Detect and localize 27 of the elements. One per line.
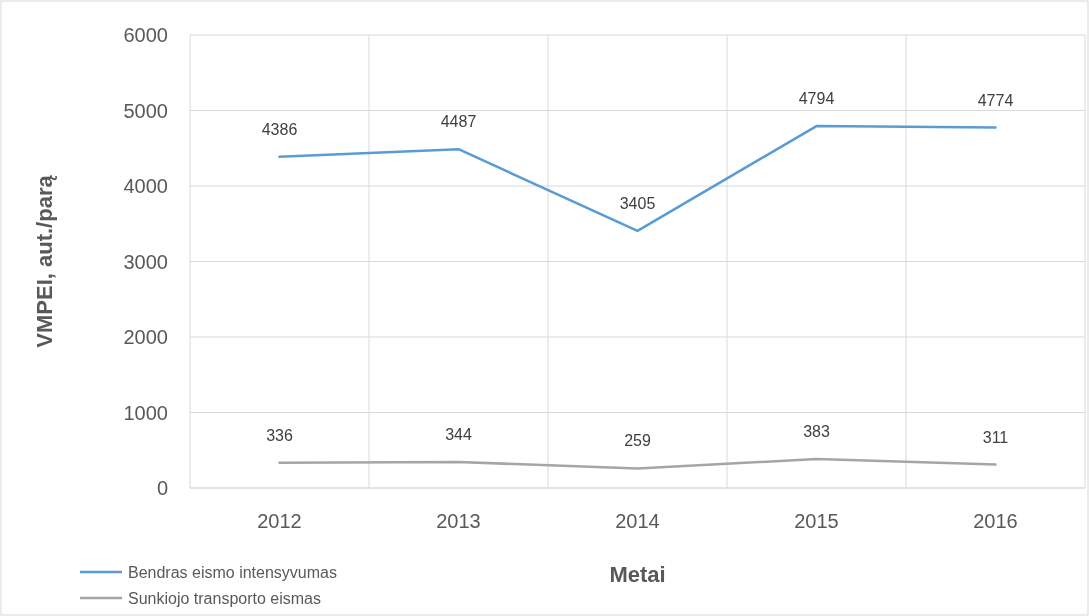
y-tick-label: 0 bbox=[156, 477, 168, 499]
data-label: 4774 bbox=[977, 91, 1014, 109]
y-tick-label: 5000 bbox=[123, 99, 168, 122]
y-tick-label: 4000 bbox=[123, 175, 168, 197]
data-label: 4386 bbox=[261, 120, 298, 138]
x-tick-label: 2016 bbox=[973, 510, 1018, 532]
x-tick-label: 2012 bbox=[257, 510, 302, 532]
x-tick-label: 2014 bbox=[615, 510, 660, 532]
y-tick-label: 6000 bbox=[123, 24, 168, 46]
data-label: 4487 bbox=[440, 113, 477, 131]
data-label: 3405 bbox=[619, 194, 656, 212]
data-label: 344 bbox=[445, 426, 472, 444]
y-tick-label: 2000 bbox=[123, 326, 168, 348]
data-label: 259 bbox=[624, 432, 651, 450]
y-axis-title: VMPEI, aut./parą bbox=[32, 174, 57, 348]
legend-label: Sunkiojo transporto eismas bbox=[128, 589, 321, 607]
data-label: 311 bbox=[982, 428, 1009, 446]
data-label: 4794 bbox=[798, 90, 835, 108]
line-series bbox=[278, 457, 997, 470]
x-tick-label: 2015 bbox=[794, 510, 839, 532]
data-label: 336 bbox=[266, 426, 293, 444]
y-tick-label: 3000 bbox=[123, 250, 168, 273]
data-label: 383 bbox=[803, 423, 830, 441]
x-axis-title: Metai bbox=[609, 562, 666, 587]
y-tick-label: 1000 bbox=[123, 401, 168, 424]
x-tick-label: 2013 bbox=[436, 510, 481, 532]
legend-label: Bendras eismo intensyvumas bbox=[128, 563, 337, 581]
